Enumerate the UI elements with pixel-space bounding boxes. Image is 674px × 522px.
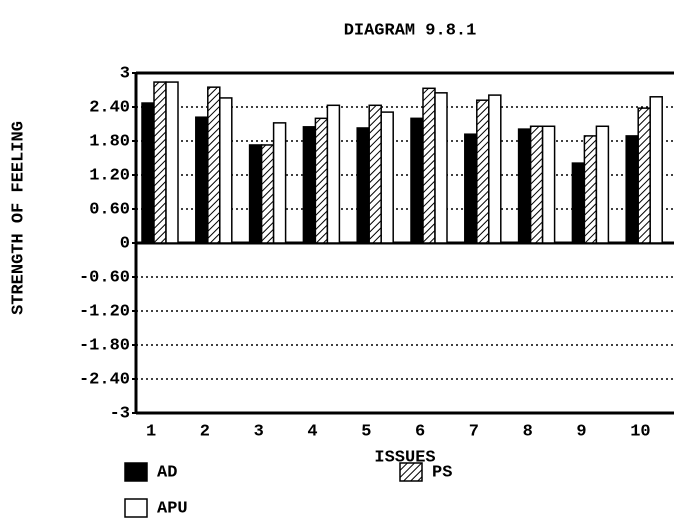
bar — [488, 94, 502, 244]
y-tick-label: -0.60 — [79, 268, 130, 287]
bar — [207, 86, 221, 244]
bar — [314, 117, 329, 244]
x-tick-label: 10 — [630, 422, 650, 441]
y-tick-label: -1.80 — [79, 336, 130, 355]
y-tick-label: -2.40 — [79, 370, 130, 389]
x-tick-label: 4 — [307, 422, 317, 441]
bar — [583, 135, 598, 244]
bar — [625, 135, 639, 244]
x-tick-label: 3 — [254, 422, 264, 441]
x-tick-label: 6 — [415, 422, 425, 441]
bar — [637, 107, 651, 244]
x-tick-label: 2 — [200, 422, 210, 441]
bar — [476, 99, 490, 244]
bar — [649, 96, 663, 244]
legend-swatch — [124, 462, 148, 482]
legend-label: AD — [157, 463, 177, 482]
legend-label: PS — [432, 463, 452, 482]
y-tick-label: 0 — [120, 234, 130, 253]
bar — [529, 125, 544, 244]
x-tick-label: 9 — [576, 422, 586, 441]
bar — [165, 81, 179, 244]
bar — [422, 87, 436, 244]
bar — [380, 111, 394, 244]
bar — [571, 162, 586, 244]
bar — [141, 102, 155, 244]
y-tick-label: 2.40 — [89, 98, 130, 117]
y-tick-label: -1.20 — [79, 302, 130, 321]
legend-swatch — [399, 462, 423, 482]
bar — [302, 126, 317, 244]
bar — [410, 117, 424, 244]
bar — [260, 144, 275, 244]
bar — [272, 122, 287, 244]
legend-label: APU — [157, 499, 188, 518]
x-tick-label: 7 — [469, 422, 479, 441]
y-axis-label: STRENGTH OF FEELING — [9, 121, 28, 315]
y-tick-label: 3 — [120, 64, 130, 83]
bar — [326, 104, 341, 244]
bar — [464, 133, 478, 244]
bar — [195, 116, 209, 244]
bar — [368, 104, 382, 244]
x-tick-label: 5 — [361, 422, 371, 441]
y-tick-label: 1.80 — [89, 132, 130, 151]
bar — [153, 81, 167, 244]
y-tick-label: 0.60 — [89, 200, 130, 219]
x-tick-label: 8 — [523, 422, 533, 441]
chart-title: DIAGRAM 9.8.1 — [344, 21, 477, 40]
bar — [517, 128, 532, 244]
y-tick-label: -3 — [110, 404, 130, 423]
bar — [541, 125, 556, 244]
bar — [356, 127, 370, 244]
bar — [595, 125, 610, 244]
legend-swatch — [124, 498, 148, 518]
bar — [434, 92, 448, 244]
x-tick-label: 1 — [146, 422, 156, 441]
bar — [248, 144, 263, 244]
y-tick-label: 1.20 — [89, 166, 130, 185]
bar — [219, 97, 233, 244]
